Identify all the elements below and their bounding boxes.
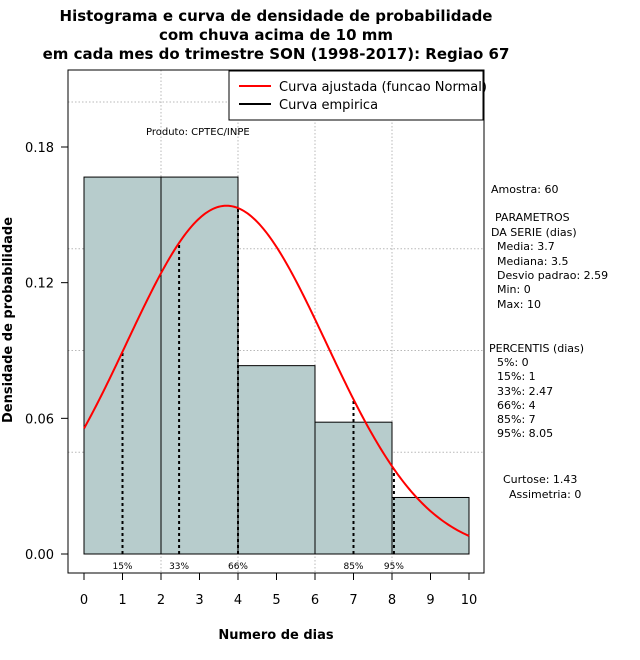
y-axis: 0.00 0.06 0.12 0.18 [25,141,69,563]
x-tick-label-6: 6 [311,593,319,608]
legend: Curva ajustada (funcao Normal) Curva emp… [228,70,487,121]
percentile-label-4: 95% [384,562,404,572]
chart-title-line-1: Histograma e curva de densidade de proba… [60,7,493,25]
percentil-33: 33%: 2.47 [497,385,553,398]
percentile-label-0: 15% [112,562,132,572]
x-tick-label-8: 8 [388,593,396,608]
percentile-markers: 15% 33% 66% 85% 95% [112,208,404,572]
chart-title-line-3: em cada mes do trimestre SON (1998-2017)… [43,45,510,63]
x-axis: 0 1 2 3 4 5 6 7 8 9 10 [80,572,478,608]
histogram-bar-4 [391,496,470,555]
percentis-title: PERCENTIS (dias) [489,342,584,355]
histogram-bar-1 [160,176,239,555]
y-axis-title: Densidade de probabilidade [1,217,16,423]
legend-label-empirical: Curva empirica [279,98,378,113]
x-tick-label-0: 0 [80,593,88,608]
param-max: Max: 10 [497,298,541,311]
normal-density-curve [83,204,470,537]
param-desvio: Desvio padrao: 2.59 [497,269,608,282]
param-mediana: Mediana: 3.5 [497,255,568,268]
statistics-panel: Amostra: 60 PARAMETROS DA SERIE (dias) M… [489,183,608,501]
x-tick-label-3: 3 [195,593,203,608]
percentile-label-3: 85% [343,562,363,572]
product-annotation: Produto: CPTEC/INPE [146,127,250,138]
percentile-label-2: 66% [228,562,248,572]
params-title: PARAMETROS [495,211,570,224]
percentile-label-1: 33% [169,562,189,572]
sample-size: Amostra: 60 [491,183,558,196]
x-tick-label-2: 2 [157,593,165,608]
x-tick-label-1: 1 [118,593,126,608]
percentil-15: 15%: 1 [497,370,536,383]
y-tick-label-0: 0.00 [25,548,54,563]
y-tick-label-3: 0.18 [25,141,54,156]
x-axis-title: Numero de dias [218,628,334,643]
x-tick-label-5: 5 [272,593,280,608]
assimetria: Assimetria: 0 [509,488,581,501]
x-tick-label-10: 10 [461,593,478,608]
histogram-bars [83,176,470,555]
legend-label-fitted: Curva ajustada (funcao Normal) [279,80,487,95]
percentil-85: 85%: 7 [497,413,536,426]
x-tick-label-7: 7 [349,593,357,608]
chart-title-line-2: com chuva acima de 10 mm [159,26,393,44]
legend-box [228,70,484,121]
param-min: Min: 0 [497,283,531,296]
y-tick-label-2: 0.12 [25,277,54,292]
params-subtitle: DA SERIE (dias) [491,226,577,239]
percentil-5: 5%: 0 [497,356,529,369]
param-media: Media: 3.7 [497,240,555,253]
histogram-bar-2 [237,365,316,555]
x-tick-label-9: 9 [426,593,434,608]
x-tick-label-4: 4 [234,593,242,608]
y-tick-label-1: 0.06 [25,412,54,427]
percentil-95: 95%: 8.05 [497,427,553,440]
curtose: Curtose: 1.43 [503,473,577,486]
percentil-66: 66%: 4 [497,399,536,412]
